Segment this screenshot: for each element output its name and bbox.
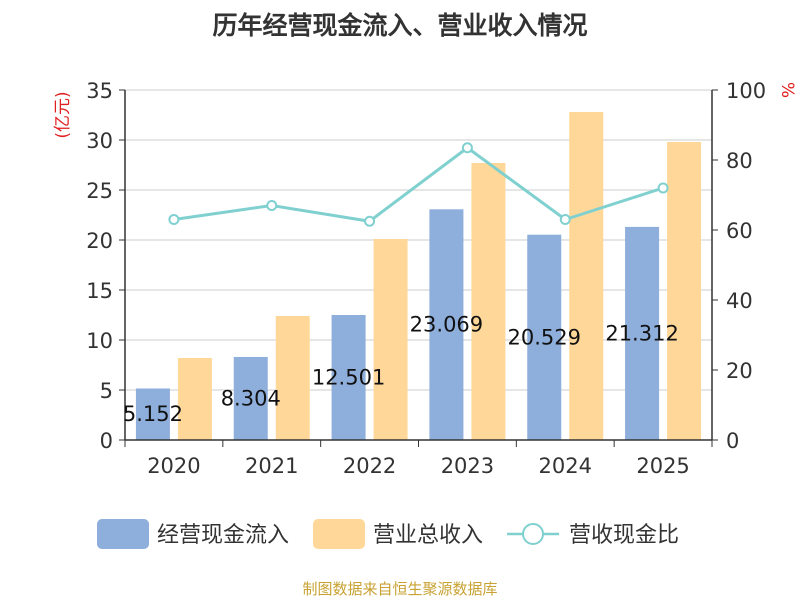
x-tick-label: 2023 bbox=[441, 454, 494, 478]
data-labels: 5.152 8.304 12.501 23.069 20.529 21.312 bbox=[123, 313, 679, 427]
legend[interactable]: 经营现金流入 营业总收入 营收现金比 bbox=[97, 519, 679, 549]
ratio-point bbox=[364, 215, 376, 227]
ratio-line-path bbox=[173, 145, 664, 223]
ratio-line bbox=[168, 142, 669, 227]
bar-data-label: 5.152 bbox=[123, 402, 183, 426]
grid-lines bbox=[125, 89, 712, 441]
y2-tick-label: 100 bbox=[726, 79, 766, 103]
ratio-point bbox=[461, 142, 473, 154]
y-tick-label: 35 bbox=[86, 79, 113, 103]
y2-tick-label: 80 bbox=[726, 149, 753, 173]
legend-item[interactable]: 经营现金流入 bbox=[97, 519, 289, 549]
ratio-point bbox=[657, 182, 669, 194]
y-tick-label: 30 bbox=[86, 129, 113, 153]
bar-revenue bbox=[471, 163, 506, 440]
bar-data-label: 20.529 bbox=[508, 325, 581, 349]
y2-axis-title: % bbox=[777, 82, 797, 98]
bar-revenue bbox=[569, 112, 604, 440]
bar-data-label: 23.069 bbox=[410, 313, 483, 337]
data-source-note: 制图数据来自恒生聚源数据库 bbox=[302, 580, 498, 598]
x-tick-label: 2022 bbox=[343, 454, 396, 478]
bar-revenue bbox=[373, 239, 408, 440]
y2-tick-label: 20 bbox=[726, 359, 753, 383]
bar-data-label: 8.304 bbox=[221, 386, 281, 410]
bar-cash-inflow bbox=[135, 388, 170, 440]
bar-data-label: 21.312 bbox=[605, 321, 678, 345]
ratio-point bbox=[266, 200, 278, 211]
y-tick-label: 20 bbox=[86, 229, 113, 253]
x-tick-label: 2021 bbox=[245, 454, 298, 478]
bars bbox=[135, 112, 702, 440]
bar-cash-inflow bbox=[233, 356, 268, 440]
bar-revenue bbox=[275, 316, 310, 440]
y-axis-title: (亿元) bbox=[53, 91, 73, 138]
legend-item[interactable]: 营收现金比 bbox=[507, 523, 679, 548]
bar-cash-inflow bbox=[527, 234, 562, 440]
legend-swatch bbox=[313, 519, 366, 549]
bar-revenue bbox=[667, 142, 702, 440]
y-tick-label: 15 bbox=[86, 279, 113, 303]
legend-item[interactable]: 营业总收入 bbox=[313, 519, 483, 549]
legend-label: 经营现金流入 bbox=[157, 523, 289, 548]
bar-data-label: 12.501 bbox=[312, 365, 385, 389]
chart-title: 历年经营现金流入、营业收入情况 bbox=[212, 11, 588, 40]
y2-tick-label: 60 bbox=[726, 219, 753, 243]
x-tick-label: 2025 bbox=[636, 454, 689, 478]
y-tick-label: 5 bbox=[100, 379, 113, 403]
y-tick-label: 0 bbox=[100, 429, 113, 453]
bar-cash-inflow bbox=[331, 314, 366, 440]
y2-tick-label: 40 bbox=[726, 289, 753, 313]
bar-cash-inflow bbox=[429, 209, 464, 440]
x-tick-label: 2024 bbox=[539, 454, 592, 478]
x-tick-label: 2020 bbox=[147, 454, 200, 478]
bar-cash-inflow bbox=[625, 226, 660, 440]
y-tick-label: 10 bbox=[86, 329, 113, 353]
legend-swatch bbox=[97, 519, 149, 549]
ratio-point bbox=[559, 214, 571, 225]
y-tick-label: 25 bbox=[86, 179, 113, 203]
bar-revenue bbox=[177, 358, 212, 440]
legend-marker bbox=[522, 523, 545, 545]
y2-tick-label: 0 bbox=[726, 429, 739, 453]
ratio-point bbox=[168, 214, 180, 225]
legend-label: 营业总收入 bbox=[373, 523, 483, 548]
legend-label: 营收现金比 bbox=[569, 523, 679, 548]
